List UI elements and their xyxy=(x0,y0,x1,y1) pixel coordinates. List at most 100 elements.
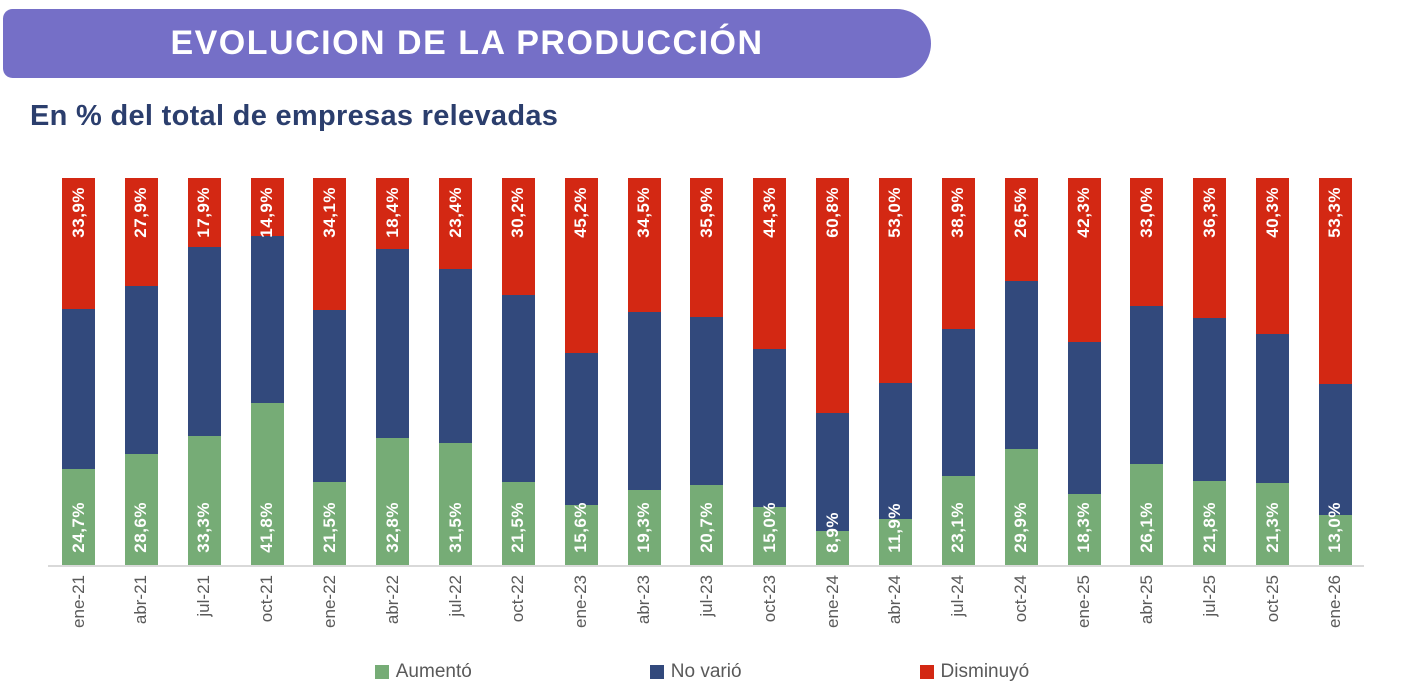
segment-aumento xyxy=(1318,514,1352,565)
segment-no-vario xyxy=(1256,333,1290,483)
value-label-aumento: 31,5% xyxy=(445,502,465,553)
value-label-aumento: 19,3% xyxy=(634,502,654,553)
bar-stack-oct-23: 44,3% 15,0% xyxy=(753,178,787,565)
x-axis-label: jul-25 xyxy=(1199,575,1219,617)
bar-column-jul-23: 35,9% 20,7% jul-23 xyxy=(690,178,724,628)
value-label-aumento: 26,1% xyxy=(1136,502,1156,553)
segment-aumento xyxy=(627,490,661,565)
value-label-aumento: 21,5% xyxy=(508,502,528,553)
value-label-aumento: 29,9% xyxy=(1011,502,1031,553)
segment-aumento xyxy=(1004,449,1038,565)
x-axis-label: ene-26 xyxy=(1325,575,1345,628)
segment-disminuyo xyxy=(1130,178,1164,306)
bar-column-oct-24: 26,5% 29,9% oct-24 xyxy=(1004,178,1038,628)
segment-disminuyo xyxy=(690,178,724,317)
bar-stack-abr-25: 33,0% 26,1% xyxy=(1130,178,1164,565)
segment-disminuyo xyxy=(1067,178,1101,342)
segment-disminuyo xyxy=(187,178,221,248)
segment-aumento xyxy=(816,530,850,565)
bar-stack-oct-21: 14,9% 41,8% xyxy=(250,178,284,565)
segment-aumento xyxy=(439,443,473,565)
segment-no-vario xyxy=(439,268,473,444)
x-axis-label: ene-24 xyxy=(822,575,842,628)
value-label-disminuyo: 35,9% xyxy=(696,187,716,238)
segment-disminuyo xyxy=(753,178,787,350)
x-axis-label: jul-23 xyxy=(696,575,716,617)
value-label-aumento: 15,0% xyxy=(759,502,779,553)
segment-no-vario xyxy=(753,349,787,507)
x-axis-label: ene-22 xyxy=(319,575,339,628)
segment-disminuyo xyxy=(313,178,347,310)
value-label-disminuyo: 38,9% xyxy=(948,187,968,238)
segment-aumento xyxy=(1130,463,1164,565)
x-axis-label: oct-21 xyxy=(257,575,277,623)
segment-no-vario xyxy=(1130,305,1164,464)
segment-disminuyo xyxy=(501,178,535,295)
value-label-aumento: 18,3% xyxy=(1074,502,1093,553)
value-label-aumento: 21,3% xyxy=(1262,502,1282,553)
segment-disminuyo xyxy=(376,178,410,250)
value-label-disminuyo: 17,9% xyxy=(194,187,214,238)
bar-stack-oct-24: 26,5% 29,9% xyxy=(1004,178,1038,565)
bar-column-abr-24: 53,0% 11,9% abr-24 xyxy=(878,178,912,628)
bar-column-ene-21: 33,9% 24,7% ene-21 xyxy=(62,178,95,628)
segment-aumento xyxy=(250,403,284,565)
segment-aumento xyxy=(878,518,912,565)
x-axis-label: jul-22 xyxy=(445,575,465,617)
segment-disminuyo xyxy=(941,178,975,329)
bar-stack-abr-21: 27,9% 28,6% xyxy=(124,178,158,565)
legend-label-no-vario: No varió xyxy=(670,661,742,682)
value-label-aumento: 13,0% xyxy=(1325,502,1345,553)
segment-disminuyo xyxy=(1318,178,1352,385)
segment-aumento xyxy=(1193,480,1227,565)
segment-no-vario xyxy=(878,383,912,519)
x-axis-label: oct-24 xyxy=(1011,575,1031,623)
bar-column-jul-21: 17,9% 33,3% jul-21 xyxy=(187,178,221,628)
segment-aumento xyxy=(1067,494,1101,565)
segment-no-vario xyxy=(124,285,158,455)
value-label-aumento: 24,7% xyxy=(68,502,88,553)
value-label-disminuyo: 53,0% xyxy=(885,187,905,238)
bar-column-jul-22: 23,4% 31,5% jul-22 xyxy=(439,178,473,628)
x-axis-line xyxy=(48,565,1364,567)
value-label-disminuyo: 53,3% xyxy=(1325,187,1345,238)
value-label-aumento: 20,7% xyxy=(696,502,716,553)
legend-swatch-no-vario-icon xyxy=(649,665,664,679)
value-label-disminuyo: 34,1% xyxy=(319,187,339,238)
title-banner: EVOLUCION DE LA PRODUCCIÓN xyxy=(3,9,931,78)
x-axis-label: oct-22 xyxy=(508,575,528,623)
value-label-disminuyo: 33,9% xyxy=(68,187,88,238)
value-label-disminuyo: 33,0% xyxy=(1136,187,1156,238)
bar-column-abr-25: 33,0% 26,1% abr-25 xyxy=(1130,178,1164,628)
value-label-aumento: 21,5% xyxy=(319,502,339,553)
page-title: EVOLUCION DE LA PRODUCCIÓN xyxy=(170,24,764,62)
value-label-disminuyo: 26,5% xyxy=(1011,187,1031,238)
x-axis-label: ene-21 xyxy=(68,575,88,628)
segment-disminuyo xyxy=(124,178,158,286)
x-axis-label: abr-21 xyxy=(131,575,151,625)
segment-no-vario xyxy=(1318,384,1352,515)
x-axis-label: jul-21 xyxy=(194,575,214,617)
value-label-aumento: 21,8% xyxy=(1199,502,1219,553)
bar-stack-ene-24: 60,8% 8,9% xyxy=(816,178,850,565)
segment-disminuyo xyxy=(627,178,661,312)
x-axis-label: abr-24 xyxy=(885,575,905,625)
segment-no-vario xyxy=(564,352,598,505)
bar-stack-abr-24: 53,0% 11,9% xyxy=(878,178,912,565)
bar-column-oct-21: 14,9% 41,8% oct-21 xyxy=(250,178,284,628)
segment-no-vario xyxy=(313,309,347,482)
segment-disminuyo xyxy=(564,178,598,353)
value-label-disminuyo: 40,3% xyxy=(1262,187,1282,238)
segment-aumento xyxy=(1256,482,1290,565)
value-label-disminuyo: 44,3% xyxy=(759,187,779,238)
legend-item-no-vario: No varió xyxy=(649,661,742,683)
bar-column-jul-24: 38,9% 23,1% jul-24 xyxy=(941,178,975,628)
bar-column-ene-23: 45,2% 15,6% ene-23 xyxy=(564,178,598,628)
bar-column-abr-23: 34,5% 19,3% abr-23 xyxy=(627,178,661,628)
bar-stack-ene-22: 34,1% 21,5% xyxy=(313,178,347,565)
bar-stack-jul-21: 17,9% 33,3% xyxy=(187,178,221,565)
bar-column-ene-25: 42,3% 18,3% ene-25 xyxy=(1067,178,1101,628)
chart-legend: Aumentó No varió Disminuyó xyxy=(0,661,1404,683)
segment-aumento xyxy=(501,481,535,565)
bar-stack-ene-25: 42,3% 18,3% xyxy=(1067,178,1101,565)
